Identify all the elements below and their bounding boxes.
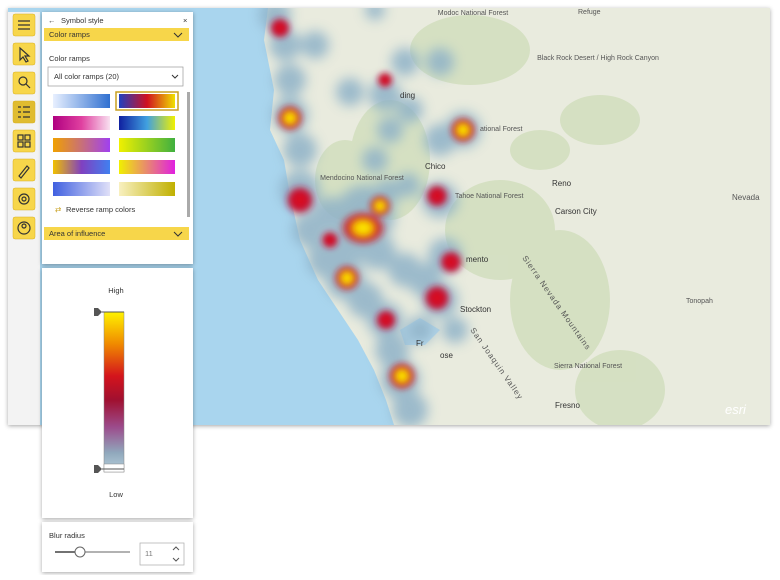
map-label: Stockton	[460, 305, 491, 314]
esri-logo: esri	[725, 402, 747, 417]
map-label: ational Forest	[480, 126, 522, 133]
map-label: Chico	[425, 162, 446, 171]
swatch[interactable]	[119, 182, 175, 196]
spinner[interactable]	[172, 546, 180, 562]
map-label: Tahoe National Forest	[455, 193, 524, 200]
heat-hot	[268, 16, 477, 391]
blur-value: 11	[145, 549, 153, 558]
blur-label: Blur radius	[49, 531, 85, 540]
low-handle[interactable]	[94, 465, 102, 473]
area-header[interactable]	[44, 227, 189, 240]
swatch[interactable]	[53, 160, 110, 174]
legend-base	[103, 463, 125, 473]
dropdown-text: All color ramps (20)	[54, 72, 120, 81]
ramp-swatches	[53, 91, 179, 196]
map-label: Carson City	[555, 207, 597, 216]
map-label: Reno	[552, 179, 572, 188]
map-label: mento	[466, 255, 489, 264]
chevron	[173, 32, 183, 38]
settings-button[interactable]	[12, 187, 36, 211]
reverse-label[interactable]: Reverse ramp colors	[66, 205, 135, 214]
section-header: Color ramps	[49, 30, 90, 39]
map-label: Mendocino National Forest	[320, 175, 404, 182]
map-label: Fresno	[555, 401, 580, 410]
scrollbar[interactable]	[187, 92, 190, 217]
panel-title: Symbol style	[61, 16, 104, 25]
swatch[interactable]	[53, 138, 110, 152]
grid-button[interactable]	[12, 129, 36, 153]
close-button[interactable]: ×	[183, 16, 187, 25]
legend-low: Low	[109, 490, 123, 499]
map-label: Fr	[416, 339, 424, 348]
color-ramps-header[interactable]	[44, 28, 189, 41]
swatch[interactable]	[119, 138, 175, 152]
select-button[interactable]	[12, 42, 36, 66]
swatch[interactable]	[53, 116, 110, 130]
swatch	[119, 94, 175, 108]
map-label: ding	[400, 91, 415, 100]
toolbar-icons	[17, 20, 31, 235]
back-arrow[interactable]: ←	[48, 16, 56, 25]
high-handle[interactable]	[94, 308, 102, 316]
terrain	[315, 15, 665, 425]
legend-high: High	[108, 286, 123, 295]
map-label: Black Rock Desert / High Rock Canyon	[537, 55, 659, 62]
map-label: Modoc National Forest	[438, 10, 508, 17]
map-label: ose	[440, 351, 453, 360]
slider-knob[interactable]	[74, 546, 86, 558]
label: Color ramps	[49, 54, 90, 63]
swatch[interactable]	[119, 116, 175, 130]
chevron	[173, 231, 183, 237]
legend-ramp	[103, 311, 125, 473]
section-header: Area of influence	[49, 229, 105, 238]
search-button[interactable]	[12, 71, 36, 95]
chevron	[171, 74, 179, 79]
reverse-icon: ⇄	[55, 205, 62, 214]
swatch[interactable]	[53, 182, 110, 196]
swatch[interactable]	[119, 160, 175, 174]
blur-input[interactable]	[139, 542, 185, 566]
map-label: Refuge	[578, 9, 601, 16]
map-label: Tonopah	[686, 298, 713, 305]
map-label: Nevada	[732, 193, 760, 202]
ramp-dropdown[interactable]	[47, 66, 184, 87]
swatch[interactable]	[53, 94, 110, 108]
map-label: Sierra National Forest	[554, 363, 622, 370]
